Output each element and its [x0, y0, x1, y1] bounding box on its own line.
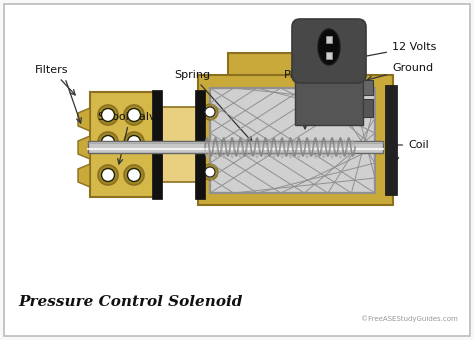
Circle shape [128, 169, 140, 182]
Bar [326, 36, 332, 43]
Text: ©FreeASEStudyGuides.com: ©FreeASEStudyGuides.com [361, 315, 458, 322]
Bar [198, 75, 393, 205]
Text: Coil: Coil [392, 140, 429, 150]
Bar [295, 70, 363, 125]
Circle shape [128, 136, 140, 149]
Bar [88, 141, 383, 153]
Text: Spool Valve: Spool Valve [98, 112, 162, 164]
Circle shape [98, 132, 118, 152]
Circle shape [124, 105, 144, 125]
Polygon shape [78, 108, 90, 131]
Bar [90, 92, 155, 197]
Text: Spring: Spring [174, 70, 252, 142]
Bar [195, 90, 205, 199]
Bar [363, 80, 373, 95]
Bar [363, 99, 373, 117]
Circle shape [101, 108, 115, 121]
Circle shape [124, 165, 144, 185]
Circle shape [124, 132, 144, 152]
Bar [228, 53, 328, 75]
Circle shape [202, 164, 218, 180]
Bar [385, 85, 397, 195]
Ellipse shape [318, 29, 340, 65]
Circle shape [205, 107, 215, 117]
Bar [210, 88, 375, 193]
Bar [212, 90, 373, 191]
Polygon shape [78, 136, 90, 159]
FancyBboxPatch shape [292, 19, 366, 83]
Circle shape [205, 167, 215, 177]
Bar [152, 90, 162, 199]
Bar [162, 107, 203, 182]
Polygon shape [78, 164, 90, 187]
Circle shape [128, 108, 140, 121]
Text: Plunger: Plunger [283, 70, 327, 129]
Text: Ground: Ground [367, 63, 433, 81]
Text: 12 Volts: 12 Volts [339, 42, 437, 63]
Circle shape [101, 136, 115, 149]
Circle shape [101, 169, 115, 182]
Text: Pressure Control Solenoid: Pressure Control Solenoid [18, 295, 242, 309]
Text: Filters: Filters [35, 65, 75, 95]
Bar [326, 52, 332, 59]
Circle shape [202, 104, 218, 120]
Circle shape [98, 165, 118, 185]
Circle shape [98, 105, 118, 125]
